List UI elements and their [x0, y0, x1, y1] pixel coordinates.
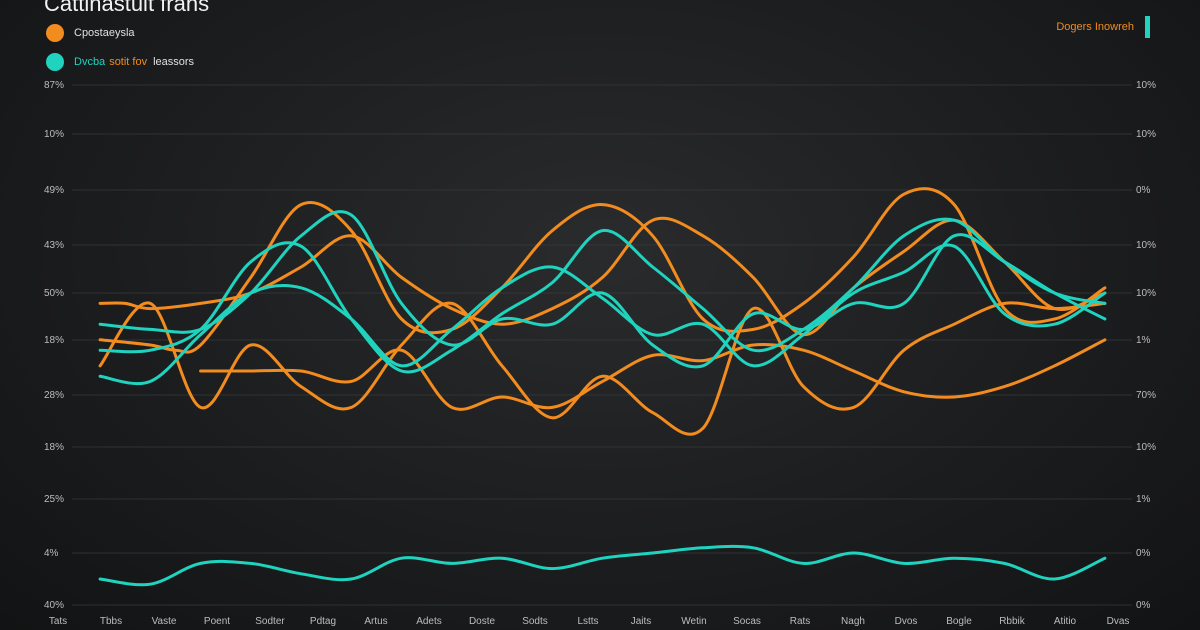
y-tick-label-left: 10%: [44, 129, 64, 140]
x-tick-label: Bogle: [946, 616, 972, 627]
x-tick-label: Dvos: [895, 616, 918, 627]
y-tick-label-left: 40%: [44, 600, 64, 611]
legend-dot-teal: [46, 53, 64, 71]
y-tick-label-right: 1%: [1136, 494, 1151, 505]
grid-lines: [72, 84, 1132, 606]
x-tick-label: Adets: [416, 616, 442, 627]
y-axis-left-ticks: 87% 10% 49% 43% 50% 18% 28% 18% 25% 4% 40%: [44, 80, 64, 611]
y-tick-label-right: 0%: [1136, 185, 1151, 196]
x-tick-label: Tbbs: [100, 616, 122, 627]
x-tick-label: Dvas: [1107, 616, 1130, 627]
x-tick-label: Socas: [733, 616, 761, 627]
y-tick-label-left: 25%: [44, 494, 64, 505]
y-tick-label-right: 10%: [1136, 129, 1156, 140]
legend-right-marker: [1145, 16, 1150, 38]
y-tick-label-right: 10%: [1136, 240, 1156, 251]
legend-label-2c: leassors: [153, 56, 195, 68]
x-tick-label: Wetin: [681, 616, 706, 627]
x-tick-label: Rats: [790, 616, 811, 627]
legend-label-2b: sotit fov: [109, 56, 148, 68]
x-tick-label: Tats: [49, 616, 67, 627]
x-tick-label: Lstts: [577, 616, 598, 627]
x-tick-label: Artus: [364, 616, 387, 627]
x-tick-label: Pdtag: [310, 616, 336, 627]
x-tick-label: Vaste: [152, 616, 177, 627]
x-tick-label: Poent: [204, 616, 230, 627]
y-tick-label-left: 4%: [44, 548, 59, 559]
y-tick-label-left: 49%: [44, 185, 64, 196]
legend-label-2a: Dvcba: [74, 56, 106, 68]
series-line-teal-5: [98, 217, 1107, 374]
legend-dot-orange: [46, 24, 64, 42]
y-tick-label-left: 28%: [44, 390, 64, 401]
legend-item-1: Cpostaeysla: [46, 24, 135, 42]
series-line-orange-3: [98, 187, 1107, 354]
y-tick-label-right: 0%: [1136, 600, 1151, 611]
y-tick-label-left: 87%: [44, 80, 64, 91]
legend-label-1: Cpostaeysla: [74, 27, 135, 39]
y-tick-label-right: 10%: [1136, 288, 1156, 299]
series-line-orange-1: [98, 301, 1107, 436]
series-line-orange-4: [199, 338, 1107, 411]
x-tick-label: Doste: [469, 616, 496, 627]
x-tick-label: Sodter: [255, 616, 285, 627]
series-lines: [98, 187, 1107, 587]
x-tick-label: Jaits: [631, 616, 652, 627]
y-tick-label-right: 10%: [1136, 80, 1156, 91]
y-tick-label-right: 10%: [1136, 442, 1156, 453]
legend-right-label: Dogers Inowreh: [1056, 21, 1134, 33]
y-tick-label-right: 70%: [1136, 390, 1156, 401]
x-axis-ticks: Tats Tbbs Vaste Poent Sodter Pdtag Artus Adets D…: [49, 616, 1130, 627]
y-tick-label-left: 18%: [44, 335, 64, 346]
y-tick-label-left: 50%: [44, 288, 64, 299]
y-axis-right-ticks: 10% 10% 0% 10% 10% 1% 70% 10% 1% 0% 0%: [1136, 80, 1156, 611]
x-tick-label: Sodts: [522, 616, 548, 627]
series-line-teal-8: [98, 544, 1107, 587]
y-tick-label-left: 18%: [44, 442, 64, 453]
y-tick-label-right: 1%: [1136, 335, 1151, 346]
chart-title: Cattinastuit frahs: [44, 0, 210, 16]
x-tick-label: Nagh: [841, 616, 865, 627]
series-line-teal-7: [98, 210, 1107, 369]
y-tick-label-right: 0%: [1136, 548, 1151, 559]
y-tick-label-left: 43%: [44, 240, 64, 251]
legend-item-2: Dvcba sotit fov leassors: [46, 53, 194, 71]
x-tick-label: Rbbik: [999, 616, 1026, 627]
x-tick-label: Atitio: [1054, 616, 1077, 627]
series-line-teal-6: [98, 243, 1107, 386]
